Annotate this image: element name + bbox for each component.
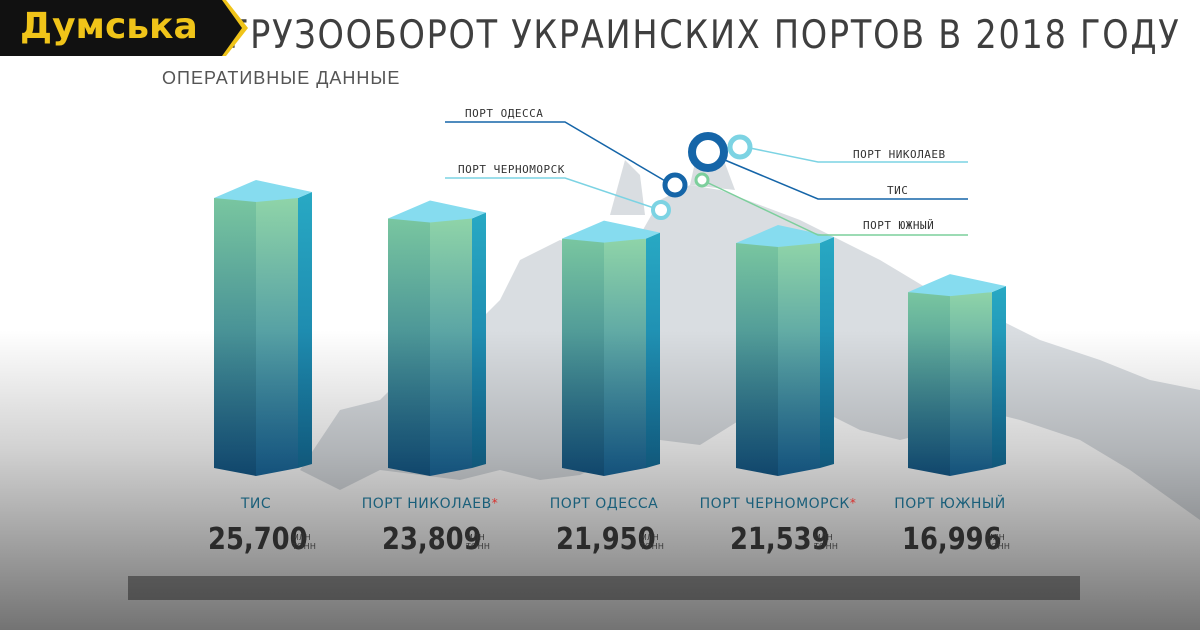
bar-cap: [736, 225, 834, 248]
port-marker: [662, 172, 688, 198]
chart-title: ГРУЗООБОРОТ УКРАИНСКИХ ПОРТОВ В 2018 ГОД…: [228, 13, 1181, 58]
bar-cap: [214, 180, 312, 202]
category-label-text: ПОРТ ОДЕССА: [549, 496, 659, 512]
callout-line: [744, 146, 968, 163]
port-marker: [727, 134, 753, 160]
category-label: ТИС: [166, 496, 346, 512]
chart-subtitle: ОПЕРАТИВНЫЕ ДАННЫЕ: [162, 68, 401, 88]
category-label: ПОРТ ЮЖНЫЙ: [860, 496, 1040, 512]
unit-label: МЛН ТОНН: [986, 533, 1011, 551]
unit-label: МЛН ТОНН: [640, 533, 665, 551]
port-callout: ПОРТ ЧЕРНОМОРСК: [445, 163, 671, 220]
category-label-text: ПОРТ ЧЕРНОМОРСК: [699, 496, 850, 512]
callout-label: ПОРТ ЧЕРНОМОРСК: [458, 163, 565, 176]
category-label-text: ТИС: [240, 496, 272, 512]
port-callout: ПОРТ ОДЕССА: [445, 107, 688, 198]
site-logo[interactable]: Думська: [0, 0, 250, 56]
port-marker: [651, 200, 671, 220]
port-marker: [694, 172, 710, 188]
callout-label: ПОРТ ЮЖНЫЙ: [863, 219, 934, 232]
asterisk-mark: *: [491, 496, 499, 510]
category-label-text: ПОРТ ЮЖНЫЙ: [894, 496, 1006, 512]
port-marker: [688, 132, 728, 172]
value-label: 21,950: [556, 522, 656, 557]
callout-line: [707, 152, 968, 200]
unit-label: МЛН ТОНН: [814, 533, 839, 551]
value-label: 23,809: [382, 522, 482, 557]
category-label-text: ПОРТ НИКОЛАЕВ: [361, 496, 492, 512]
bar-cap: [562, 220, 660, 243]
bar-cap: [388, 200, 486, 223]
callout-label: ТИС: [887, 184, 908, 197]
callout-line: [701, 179, 968, 236]
port-callout: ПОРТ ЮЖНЫЙ: [694, 172, 968, 236]
unit-label: МЛН ТОНН: [466, 533, 491, 551]
callout-line: [445, 177, 661, 211]
value-label: 16,996: [902, 522, 1002, 557]
callout-line: [445, 121, 673, 186]
callout-label: ПОРТ ОДЕССА: [465, 107, 543, 120]
value-label: 21,539: [730, 522, 830, 557]
category-label: ПОРТ ОДЕССА: [514, 496, 694, 512]
logo-text: Думська: [20, 6, 198, 47]
port-callout: ПОРТ НИКОЛАЕВ: [727, 134, 968, 163]
value-label: 25,700: [208, 522, 308, 557]
unit-label: МЛН ТОНН: [292, 533, 317, 551]
category-label: ПОРТ ЧЕРНОМОРСК*: [688, 496, 868, 512]
callout-label: ПОРТ НИКОЛАЕВ: [853, 148, 946, 161]
logo-badge: [0, 0, 248, 56]
port-callout: ТИС: [688, 132, 968, 200]
asterisk-mark: *: [849, 496, 857, 510]
bar-cap: [908, 274, 1006, 297]
category-label: ПОРТ НИКОЛАЕВ*: [340, 496, 520, 512]
footnote-bar: [128, 576, 1080, 600]
